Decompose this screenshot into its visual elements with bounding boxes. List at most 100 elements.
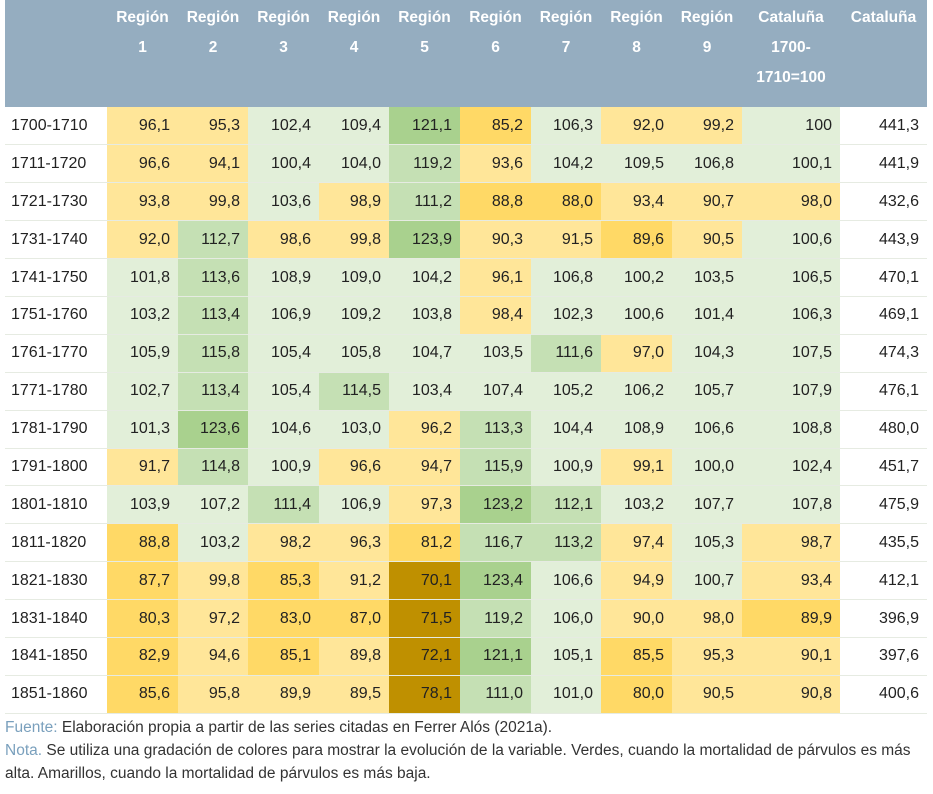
note-label: Nota. [5,742,43,759]
value-cell: 99,8 [178,561,248,601]
value-cell: 97,2 [178,599,248,638]
value-cell: 111,0 [460,675,531,714]
table-row: 1700-1710 96,1 95,3 102,4 109,4 121,1 85,2 106,… [5,107,927,146]
total-cell: 412,1 [840,561,927,601]
value-cell: 102,3 [531,296,601,335]
method-note: Nota. Se utiliza una gradación de colore… [5,739,927,785]
value-cell: 93,6 [460,144,531,184]
value-cell: 90,7 [672,182,742,222]
value-cell: 94,6 [178,637,248,676]
table-row: 1831-1840 80,3 97,2 83,0 87,0 71,5 119,2 106,0 9… [5,599,927,638]
value-cell: 114,8 [178,448,248,487]
header-line: 6 [491,39,500,56]
value-cell: 91,5 [531,220,601,260]
value-cell: 106,6 [672,410,742,449]
value-cell: 104,4 [531,410,601,449]
value-cell: 114,5 [319,372,389,411]
value-cell: 107,8 [742,485,840,525]
period-cell: 1841-1850 [5,637,107,676]
table-row: 1731-1740 92,0 112,7 98,6 99,8 123,9 90,3 91,5 8… [5,220,927,260]
table-row: 1711-1720 96,6 94,1 100,4 104,0 119,2 93,6 104,… [5,144,927,184]
value-cell: 90,1 [742,637,840,676]
value-cell: 91,2 [319,561,389,601]
total-cell: 475,9 [840,485,927,525]
value-cell: 100,4 [248,144,319,184]
value-cell: 112,7 [178,220,248,260]
header-line: Cataluña [850,9,917,26]
table-body: 1700-1710 96,1 95,3 102,4 109,4 121,1 85,2 106,… [5,107,927,714]
value-cell: 70,1 [389,561,460,601]
value-cell: 83,0 [248,599,319,638]
header-col-10: Cataluña 1700- 1710=100 [742,0,840,107]
table-row: 1791-1800 91,7 114,8 100,9 96,6 94,7 115,9 100,… [5,448,927,487]
value-cell: 92,0 [601,107,672,146]
value-cell: 96,1 [460,258,531,297]
value-cell: 85,3 [248,561,319,601]
value-cell: 107,9 [742,372,840,411]
value-cell: 93,8 [107,182,178,222]
header-col-8: Región 8 [601,0,672,107]
value-cell: 94,1 [178,144,248,184]
value-cell: 106,8 [672,144,742,184]
value-cell: 98,2 [248,523,319,563]
value-cell: 98,0 [672,599,742,638]
value-cell: 103,5 [460,334,531,373]
value-cell: 97,3 [389,485,460,525]
header-line: Región [610,9,663,26]
value-cell: 106,0 [531,599,601,638]
value-cell: 123,4 [460,561,531,601]
total-cell: 397,6 [840,637,927,676]
value-cell: 121,1 [460,637,531,676]
value-cell: 103,9 [107,485,178,525]
period-cell: 1851-1860 [5,675,107,714]
value-cell: 112,1 [531,485,601,525]
period-cell: 1711-1720 [5,144,107,184]
value-cell: 105,4 [248,334,319,373]
value-cell: 106,9 [248,296,319,335]
value-cell: 99,1 [601,448,672,487]
value-cell: 109,2 [319,296,389,335]
value-cell: 106,6 [531,561,601,601]
table-row: 1721-1730 93,8 99,8 103,6 98,9 111,2 88,8 88,0 9… [5,182,927,222]
value-cell: 123,9 [389,220,460,260]
value-cell: 103,6 [248,182,319,222]
value-cell: 89,6 [601,220,672,260]
value-cell: 80,3 [107,599,178,638]
value-cell: 100,0 [672,448,742,487]
period-cell: 1751-1760 [5,296,107,335]
value-cell: 102,4 [248,107,319,146]
period-cell: 1700-1710 [5,107,107,146]
value-cell: 106,2 [601,372,672,411]
value-cell: 95,8 [178,675,248,714]
table-row: 1761-1770 105,9 115,8 105,4 105,8 104,7 103,5 1… [5,334,927,373]
value-cell: 94,7 [389,448,460,487]
value-cell: 113,2 [531,523,601,563]
header-line: Región [186,9,240,26]
value-cell: 104,2 [389,258,460,297]
period-cell: 1741-1750 [5,258,107,297]
value-cell: 123,6 [178,410,248,449]
header-line: 4 [349,39,359,56]
value-cell: 101,4 [672,296,742,335]
value-cell: 85,6 [107,675,178,714]
value-cell: 123,2 [460,485,531,525]
value-cell: 103,2 [601,485,672,525]
value-cell: 100,7 [672,561,742,601]
table-row: 1811-1820 88,8 103,2 98,2 96,3 81,2 116,7 113,2… [5,523,927,563]
table-header: Región 1 Región 2 Región 3 Región 4 Región 5 Regió… [5,0,927,107]
value-cell: 89,9 [742,599,840,638]
value-cell: 106,5 [742,258,840,297]
value-cell: 88,8 [107,523,178,563]
total-cell: 400,6 [840,675,927,714]
value-cell: 90,5 [672,675,742,714]
value-cell: 85,2 [460,107,531,146]
total-cell: 476,1 [840,372,927,411]
value-cell: 103,4 [389,372,460,411]
value-cell: 105,2 [531,372,601,411]
header-line: Región [257,9,310,26]
value-cell: 106,9 [319,485,389,525]
value-cell: 96,3 [319,523,389,563]
total-cell: 396,9 [840,599,927,638]
header-line: Región [539,9,593,26]
value-cell: 100 [742,107,840,146]
